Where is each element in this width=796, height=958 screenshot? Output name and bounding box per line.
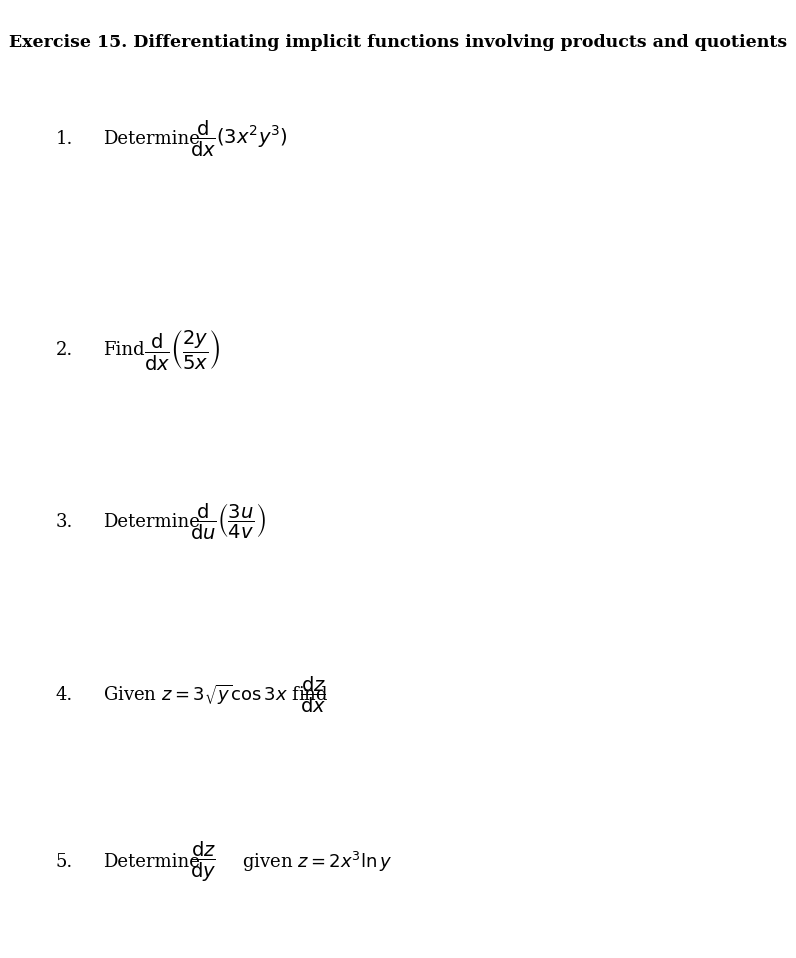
Text: $\dfrac{\mathrm{d}}{\mathrm{d}x}(3x^2y^3)$: $\dfrac{\mathrm{d}}{\mathrm{d}x}(3x^2y^3… bbox=[190, 119, 287, 159]
Text: $\dfrac{\mathrm{d}}{\mathrm{d}x}\left(\dfrac{2y}{5x}\right)$: $\dfrac{\mathrm{d}}{\mathrm{d}x}\left(\d… bbox=[144, 328, 220, 372]
Text: $\dfrac{\mathrm{d}z}{\mathrm{d}x}$: $\dfrac{\mathrm{d}z}{\mathrm{d}x}$ bbox=[299, 674, 326, 715]
Text: 3.: 3. bbox=[56, 513, 73, 531]
Text: Determine: Determine bbox=[103, 513, 201, 531]
Text: Find: Find bbox=[103, 341, 145, 358]
Text: Exercise 15. Differentiating implicit functions involving products and quotients: Exercise 15. Differentiating implicit fu… bbox=[9, 34, 787, 51]
Text: 4.: 4. bbox=[56, 686, 73, 703]
Text: $\dfrac{\mathrm{d}}{\mathrm{d}u}\left(\dfrac{3u}{4v}\right)$: $\dfrac{\mathrm{d}}{\mathrm{d}u}\left(\d… bbox=[190, 502, 266, 542]
Text: Given $z=3\sqrt{y}\cos 3x$ find: Given $z=3\sqrt{y}\cos 3x$ find bbox=[103, 682, 329, 707]
Text: 5.: 5. bbox=[56, 854, 73, 871]
Text: 2.: 2. bbox=[56, 341, 73, 358]
Text: Determine: Determine bbox=[103, 854, 201, 871]
Text: given $z=2x^3\ln y$: given $z=2x^3\ln y$ bbox=[242, 850, 392, 875]
Text: 1.: 1. bbox=[56, 130, 73, 148]
Text: Determine: Determine bbox=[103, 130, 201, 148]
Text: $\dfrac{\mathrm{d}z}{\mathrm{d}y}$: $\dfrac{\mathrm{d}z}{\mathrm{d}y}$ bbox=[190, 840, 216, 884]
